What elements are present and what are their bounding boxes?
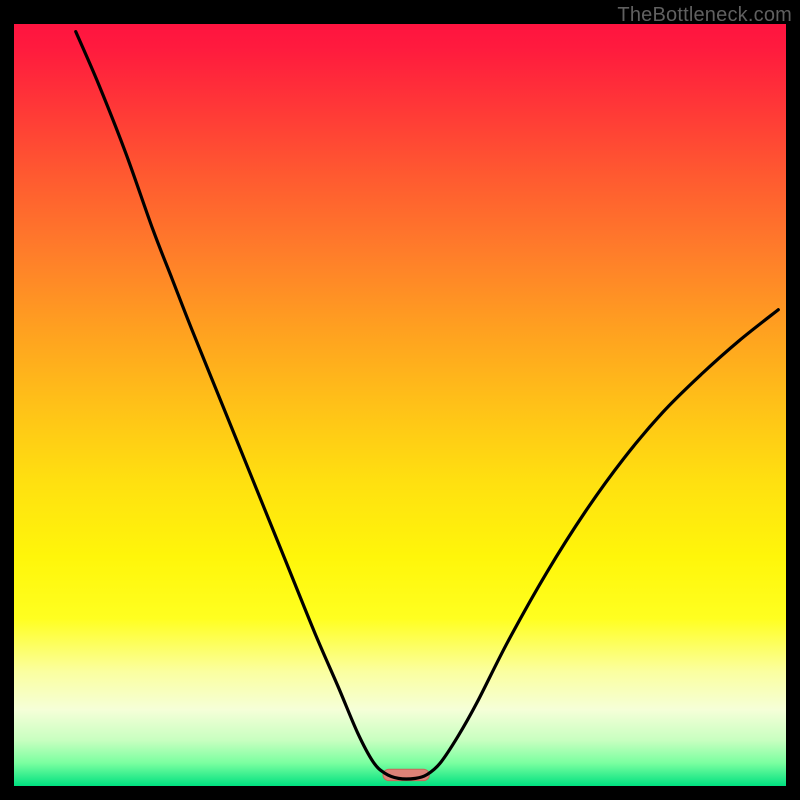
watermark-text: TheBottleneck.com — [617, 4, 792, 27]
bottleneck-chart — [0, 0, 800, 800]
chart-frame: TheBottleneck.com — [0, 0, 800, 800]
